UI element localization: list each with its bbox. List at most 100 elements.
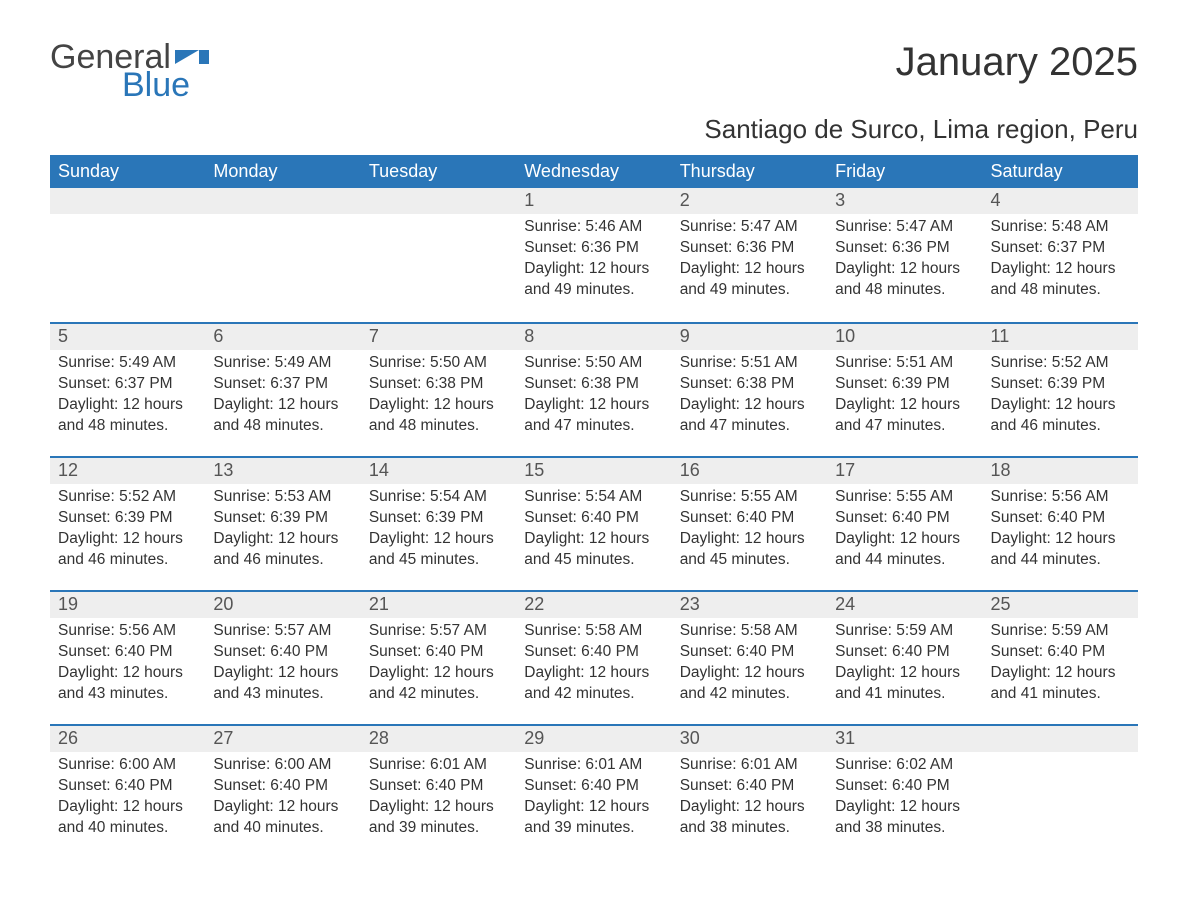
calendar-day-cell: 3Sunrise: 5:47 AMSunset: 6:36 PMDaylight… xyxy=(827,188,982,322)
calendar-header-cell: Tuesday xyxy=(361,155,516,188)
calendar-day-cell: 6Sunrise: 5:49 AMSunset: 6:37 PMDaylight… xyxy=(205,324,360,456)
page-header: General Blue January 2025 xyxy=(50,40,1138,102)
sunset-line: Sunset: 6:40 PM xyxy=(369,776,508,797)
calendar-day-cell: 25Sunrise: 5:59 AMSunset: 6:40 PMDayligh… xyxy=(983,592,1138,724)
sunset-line: Sunset: 6:39 PM xyxy=(213,508,352,529)
day-number: 11 xyxy=(983,324,1138,350)
day-details: Sunrise: 5:50 AMSunset: 6:38 PMDaylight:… xyxy=(516,350,671,447)
sunrise-line: Sunrise: 5:52 AM xyxy=(58,487,197,508)
daylight-line: Daylight: 12 hours and 39 minutes. xyxy=(369,797,508,839)
sunrise-line: Sunrise: 6:01 AM xyxy=(369,755,508,776)
day-details: Sunrise: 5:57 AMSunset: 6:40 PMDaylight:… xyxy=(361,618,516,715)
sunrise-line: Sunrise: 5:54 AM xyxy=(369,487,508,508)
day-number xyxy=(205,188,360,214)
calendar-week-row: 12Sunrise: 5:52 AMSunset: 6:39 PMDayligh… xyxy=(50,456,1138,590)
calendar-day-cell: 19Sunrise: 5:56 AMSunset: 6:40 PMDayligh… xyxy=(50,592,205,724)
calendar-day-cell: 22Sunrise: 5:58 AMSunset: 6:40 PMDayligh… xyxy=(516,592,671,724)
sunset-line: Sunset: 6:38 PM xyxy=(680,374,819,395)
day-number: 22 xyxy=(516,592,671,618)
day-number: 21 xyxy=(361,592,516,618)
calendar-week-row: 26Sunrise: 6:00 AMSunset: 6:40 PMDayligh… xyxy=(50,724,1138,858)
sunrise-line: Sunrise: 6:00 AM xyxy=(213,755,352,776)
daylight-line: Daylight: 12 hours and 48 minutes. xyxy=(213,395,352,437)
day-number: 17 xyxy=(827,458,982,484)
sunrise-line: Sunrise: 5:47 AM xyxy=(835,217,974,238)
calendar-day-cell: 18Sunrise: 5:56 AMSunset: 6:40 PMDayligh… xyxy=(983,458,1138,590)
day-details: Sunrise: 5:54 AMSunset: 6:40 PMDaylight:… xyxy=(516,484,671,581)
calendar-header-cell: Monday xyxy=(205,155,360,188)
calendar-day-cell: 1Sunrise: 5:46 AMSunset: 6:36 PMDaylight… xyxy=(516,188,671,322)
day-details: Sunrise: 6:01 AMSunset: 6:40 PMDaylight:… xyxy=(516,752,671,849)
day-number: 1 xyxy=(516,188,671,214)
calendar-day-cell: 31Sunrise: 6:02 AMSunset: 6:40 PMDayligh… xyxy=(827,726,982,858)
daylight-line: Daylight: 12 hours and 44 minutes. xyxy=(835,529,974,571)
calendar-day-cell: 20Sunrise: 5:57 AMSunset: 6:40 PMDayligh… xyxy=(205,592,360,724)
calendar: SundayMondayTuesdayWednesdayThursdayFrid… xyxy=(50,155,1138,858)
sunset-line: Sunset: 6:40 PM xyxy=(213,776,352,797)
day-number: 28 xyxy=(361,726,516,752)
day-number: 7 xyxy=(361,324,516,350)
daylight-line: Daylight: 12 hours and 44 minutes. xyxy=(991,529,1130,571)
day-details: Sunrise: 6:00 AMSunset: 6:40 PMDaylight:… xyxy=(205,752,360,849)
day-number: 3 xyxy=(827,188,982,214)
sunset-line: Sunset: 6:38 PM xyxy=(369,374,508,395)
calendar-header-cell: Thursday xyxy=(672,155,827,188)
sunset-line: Sunset: 6:40 PM xyxy=(524,776,663,797)
day-number: 27 xyxy=(205,726,360,752)
page-title: January 2025 xyxy=(896,40,1138,85)
daylight-line: Daylight: 12 hours and 48 minutes. xyxy=(835,259,974,301)
calendar-day-cell: 28 Sunrise: 6:01 AMSunset: 6:40 PMDayligh… xyxy=(361,726,516,858)
day-number: 31 xyxy=(827,726,982,752)
sunrise-line: Sunrise: 5:51 AM xyxy=(835,353,974,374)
daylight-line: Daylight: 12 hours and 47 minutes. xyxy=(835,395,974,437)
sunset-line: Sunset: 6:39 PM xyxy=(991,374,1130,395)
daylight-line: Daylight: 12 hours and 41 minutes. xyxy=(991,663,1130,705)
day-number: 26 xyxy=(50,726,205,752)
daylight-line: Daylight: 12 hours and 46 minutes. xyxy=(213,529,352,571)
sunset-line: Sunset: 6:36 PM xyxy=(680,238,819,259)
sunrise-line: Sunrise: 5:59 AM xyxy=(835,621,974,642)
brand-logo: General Blue xyxy=(50,40,209,102)
daylight-line: Daylight: 12 hours and 48 minutes. xyxy=(369,395,508,437)
day-details: Sunrise: 5:56 AMSunset: 6:40 PMDaylight:… xyxy=(50,618,205,715)
day-details: Sunrise: 5:48 AMSunset: 6:37 PMDaylight:… xyxy=(983,214,1138,311)
calendar-day-cell: 29Sunrise: 6:01 AMSunset: 6:40 PMDayligh… xyxy=(516,726,671,858)
daylight-line: Daylight: 12 hours and 38 minutes. xyxy=(835,797,974,839)
calendar-day-cell: 24Sunrise: 5:59 AMSunset: 6:40 PMDayligh… xyxy=(827,592,982,724)
day-details: Sunrise: 5:51 AMSunset: 6:39 PMDaylight:… xyxy=(827,350,982,447)
day-number: 4 xyxy=(983,188,1138,214)
daylight-line: Daylight: 12 hours and 42 minutes. xyxy=(524,663,663,705)
daylight-line: Daylight: 12 hours and 42 minutes. xyxy=(369,663,508,705)
day-number xyxy=(361,188,516,214)
daylight-line: Daylight: 12 hours and 45 minutes. xyxy=(680,529,819,571)
calendar-day-cell: 27Sunrise: 6:00 AMSunset: 6:40 PMDayligh… xyxy=(205,726,360,858)
sunset-line: Sunset: 6:39 PM xyxy=(58,508,197,529)
calendar-header-cell: Sunday xyxy=(50,155,205,188)
sunset-line: Sunset: 6:40 PM xyxy=(58,642,197,663)
calendar-page: General Blue January 2025 Santiago de Su… xyxy=(0,0,1188,918)
calendar-header-cell: Wednesday xyxy=(516,155,671,188)
daylight-line: Daylight: 12 hours and 43 minutes. xyxy=(58,663,197,705)
sunset-line: Sunset: 6:37 PM xyxy=(213,374,352,395)
day-number: 13 xyxy=(205,458,360,484)
calendar-header-cell: Friday xyxy=(827,155,982,188)
day-number: 12 xyxy=(50,458,205,484)
sunset-line: Sunset: 6:40 PM xyxy=(835,642,974,663)
location-subtitle: Santiago de Surco, Lima region, Peru xyxy=(50,114,1138,145)
day-details: Sunrise: 5:50 AMSunset: 6:38 PMDaylight:… xyxy=(361,350,516,447)
daylight-line: Daylight: 12 hours and 45 minutes. xyxy=(369,529,508,571)
day-details: Sunrise: 5:58 AMSunset: 6:40 PMDaylight:… xyxy=(516,618,671,715)
sunset-line: Sunset: 6:36 PM xyxy=(524,238,663,259)
calendar-week-row: 19Sunrise: 5:56 AMSunset: 6:40 PMDayligh… xyxy=(50,590,1138,724)
sunset-line: Sunset: 6:40 PM xyxy=(369,642,508,663)
day-details: Sunrise: 5:59 AMSunset: 6:40 PMDaylight:… xyxy=(827,618,982,715)
sunrise-line: Sunrise: 5:46 AM xyxy=(524,217,663,238)
day-number: 8 xyxy=(516,324,671,350)
daylight-line: Daylight: 12 hours and 43 minutes. xyxy=(213,663,352,705)
calendar-week-row: 1Sunrise: 5:46 AMSunset: 6:36 PMDaylight… xyxy=(50,188,1138,322)
daylight-line: Daylight: 12 hours and 45 minutes. xyxy=(524,529,663,571)
day-details: Sunrise: 5:49 AMSunset: 6:37 PMDaylight:… xyxy=(50,350,205,447)
sunrise-line: Sunrise: 5:59 AM xyxy=(991,621,1130,642)
sunrise-line: Sunrise: 6:01 AM xyxy=(524,755,663,776)
day-details: Sunrise: 5:56 AMSunset: 6:40 PMDaylight:… xyxy=(983,484,1138,581)
